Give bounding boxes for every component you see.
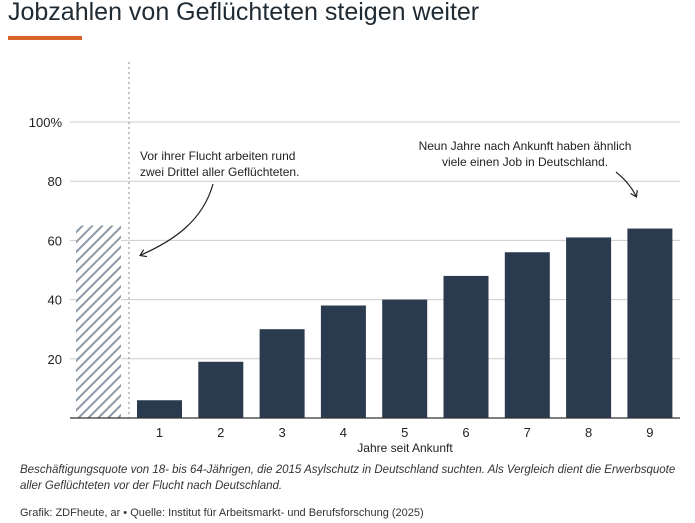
reference-bar (76, 225, 121, 418)
bar (627, 228, 673, 418)
x-tick-label: 1 (156, 425, 163, 440)
annotation-arrow (141, 183, 214, 255)
bar (320, 305, 366, 418)
chart-caption: Beschäftigungsquote von 18- bis 64-Jähri… (20, 464, 676, 492)
annotation-line: Vor ihrer Flucht arbeiten rund (140, 149, 295, 163)
bar (566, 237, 612, 418)
y-tick-label: 40 (48, 293, 62, 308)
annotation-text: Vor ihrer Flucht arbeiten rund zwei Dritt… (140, 149, 299, 179)
annotation-line: zwei Drittel aller Geflüchteten. (140, 165, 299, 179)
y-tick-label: 100% (29, 115, 63, 130)
bar (137, 400, 182, 418)
title-accent-line (8, 36, 82, 40)
annotation-line: viele einen Job in Deutschland. (442, 155, 608, 169)
x-tick-label: 5 (401, 425, 408, 440)
x-tick-label: 7 (524, 425, 531, 440)
chart-title: Jobzahlen von Geflüchteten steigen weite… (8, 0, 480, 26)
annotation-text: Neun Jahre nach Ankunft haben ähnlich vie… (419, 139, 632, 169)
x-tick-label: 6 (462, 425, 469, 440)
bar-chart: 20 40 60 80 100% 1 2 3 4 5 6 7 8 9 Jahre seit Ankunf… (29, 62, 680, 455)
bar (504, 252, 550, 418)
annotation-line: Neun Jahre nach Ankunft haben ähnlich (419, 139, 632, 153)
x-tick-label: 3 (278, 425, 285, 440)
bar (198, 361, 244, 418)
chart-source: Grafik: ZDFheute, ar • Quelle: Institut … (20, 507, 424, 519)
x-axis-title: Jahre seit Ankunft (357, 441, 453, 455)
y-tick-label: 60 (48, 233, 62, 248)
x-axis-labels: 1 2 3 4 5 6 7 8 9 (156, 425, 654, 440)
bar (443, 275, 489, 418)
x-tick-label: 2 (217, 425, 224, 440)
bar (382, 299, 428, 418)
annotation-arrow (615, 171, 636, 196)
bar (259, 329, 305, 418)
x-tick-label: 9 (646, 425, 653, 440)
annotations: Vor ihrer Flucht arbeiten rund zwei Dritt… (140, 139, 636, 255)
y-axis-labels: 20 40 60 80 100% (29, 115, 63, 367)
y-tick-label: 80 (48, 174, 62, 189)
y-tick-label: 20 (48, 352, 62, 367)
x-tick-label: 4 (340, 425, 347, 440)
bars (76, 225, 673, 418)
x-tick-label: 8 (585, 425, 592, 440)
